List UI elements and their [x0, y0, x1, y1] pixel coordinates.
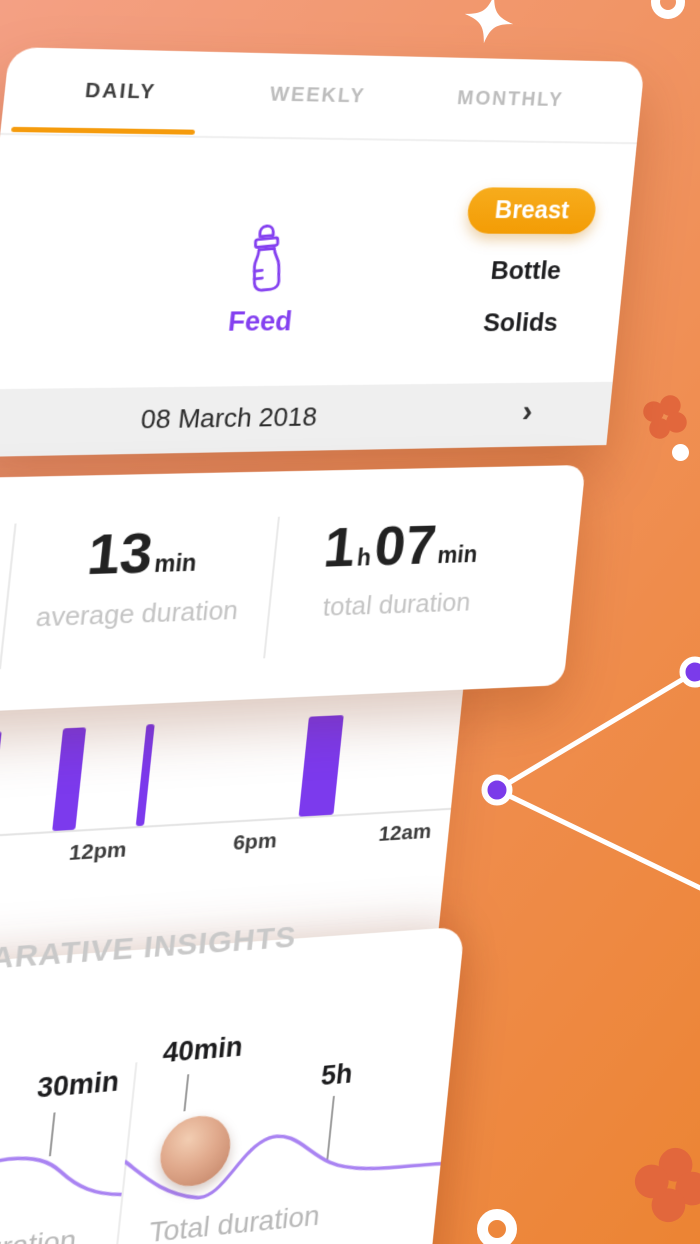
average-unit: min — [153, 549, 198, 578]
selected-date: 08 March 2018 — [139, 401, 319, 435]
feed-type-bottle[interactable]: Bottle — [489, 255, 563, 285]
feeding-segment — [135, 724, 155, 827]
insight-value: 30min — [35, 1065, 121, 1104]
total-label: total duration — [321, 586, 472, 622]
insight-value: 40min — [161, 1031, 245, 1069]
sparkle-icon — [464, 0, 514, 44]
feed-label: Feed — [226, 306, 294, 337]
dot-icon — [672, 444, 689, 461]
tab-weekly[interactable]: WEEKLY — [268, 83, 367, 108]
clover-icon — [634, 1147, 700, 1223]
tick-mark — [183, 1074, 190, 1112]
ring-icon — [651, 0, 685, 19]
trend-line-decoration — [481, 656, 700, 891]
ring-icon — [477, 1209, 517, 1244]
feed-category[interactable]: Feed — [182, 222, 345, 338]
feed-type-list: Breast Bottle Solids — [427, 187, 625, 338]
clover-icon — [643, 395, 687, 439]
chevron-right-icon[interactable]: › — [520, 392, 535, 429]
timeline-label: 12am — [377, 819, 433, 846]
insight-value: 5h — [319, 1058, 355, 1092]
feed-card: DAILY WEEKLY MONTHLY Feed Brea — [0, 47, 646, 458]
feeding-segment — [0, 731, 2, 837]
average-value: 13 — [84, 519, 157, 587]
total-minutes: 07 — [371, 512, 440, 578]
feed-type-solids[interactable]: Solids — [481, 307, 560, 338]
baby-bottle-icon — [241, 220, 292, 300]
feeding-segment — [52, 727, 87, 832]
total-minutes-unit: min — [436, 541, 479, 569]
average-label: average duration — [34, 594, 240, 633]
insights-card: 30min uration 40min 5h Total duration — [0, 926, 465, 1244]
divider — [0, 132, 637, 145]
tab-daily[interactable]: DAILY — [83, 79, 158, 104]
stats-card: 13min average duration 1h07min total dur… — [0, 464, 586, 717]
trend-point — [679, 656, 700, 688]
total-duration-stat: 1h07min total duration — [267, 509, 533, 625]
total-hours: 1 — [321, 514, 359, 579]
trend-point — [481, 774, 513, 806]
total-hours-unit: h — [355, 544, 373, 571]
date-selector[interactable]: 08 March 2018 › — [0, 381, 613, 458]
feeding-segment — [298, 715, 344, 817]
timeline-label: 12pm — [67, 837, 128, 866]
timeline-label: 6pm — [231, 828, 278, 856]
phone-mockup: DAILY WEEKLY MONTHLY Feed Brea — [0, 47, 646, 1244]
feed-type-breast[interactable]: Breast — [465, 187, 598, 235]
total-duration-insight: 40min 5h Total duration — [111, 926, 464, 1244]
average-duration-stat: 13min average duration — [3, 516, 279, 635]
tab-monthly[interactable]: MONTHLY — [456, 87, 565, 111]
